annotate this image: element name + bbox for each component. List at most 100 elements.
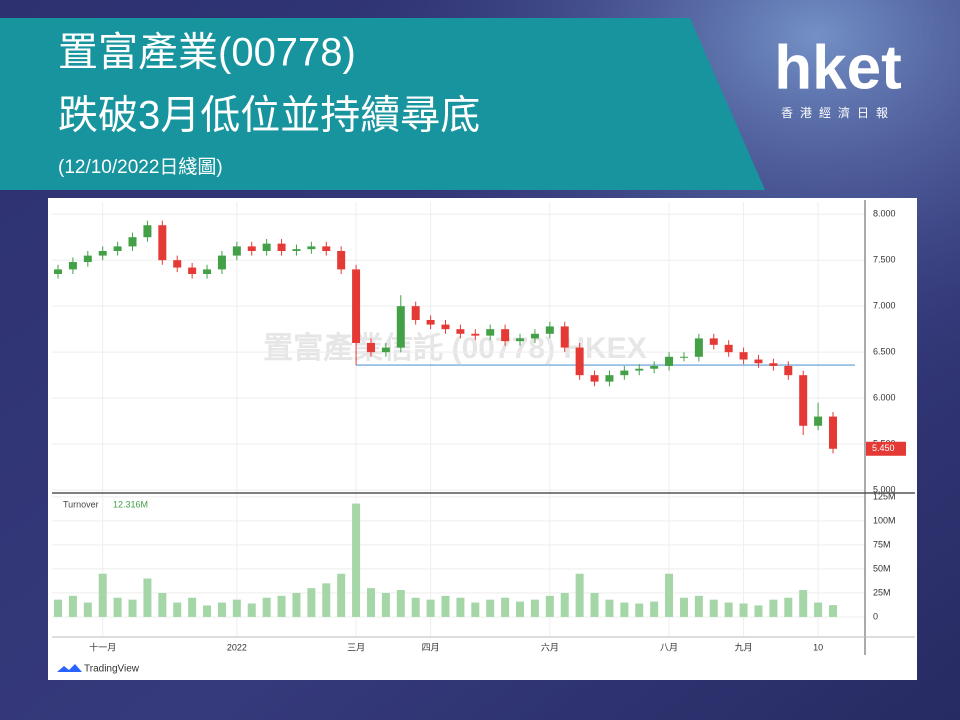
candle-body [665, 356, 674, 366]
candle-body [516, 338, 525, 342]
candle-body [83, 255, 92, 263]
volume-bar [277, 595, 286, 617]
candle-body [739, 352, 748, 360]
volume-bar [784, 597, 793, 617]
volume-bar [292, 592, 301, 617]
candle-body [366, 342, 375, 353]
candle-body [575, 347, 584, 376]
volume-bar [665, 573, 674, 617]
volume-bar [456, 597, 465, 617]
candle-body [203, 269, 212, 274]
candle-body [396, 306, 405, 348]
candle-body [173, 260, 182, 268]
volume-tick-label: 125M [873, 491, 896, 501]
volume-bar [799, 590, 808, 617]
volume-tick-label: 100M [873, 515, 896, 525]
candle-body [709, 338, 718, 345]
volume-bar [694, 595, 703, 617]
volume-bar [575, 573, 584, 617]
volume-bar [307, 588, 316, 617]
volume-bar [560, 592, 569, 617]
candle-body [769, 363, 778, 366]
x-tick-label: 10 [813, 642, 823, 652]
x-tick-label: 九月 [735, 642, 753, 652]
candle-body [292, 249, 301, 251]
candle-body [441, 324, 450, 330]
y-tick-label: 6.500 [873, 347, 896, 357]
y-tick-label: 5.000 [873, 485, 896, 495]
volume-bar [188, 597, 197, 617]
volume-bar [769, 599, 778, 617]
volume-bar [411, 597, 420, 617]
title-line: 置富產業(00778) [58, 31, 356, 75]
y-tick-label: 7.500 [873, 255, 896, 265]
candle-body [724, 344, 733, 353]
volume-bar [396, 590, 405, 617]
volume-bar [471, 602, 480, 617]
volume-bar [54, 599, 62, 617]
y-tick-label: 6.000 [873, 393, 896, 403]
volume-bar [113, 597, 122, 617]
volume-bar [68, 595, 77, 617]
volume-bar [545, 595, 554, 617]
candle-body [113, 246, 122, 251]
source-icon [57, 664, 82, 672]
volume-bar [247, 603, 256, 617]
volume-tick-label: 50M [873, 563, 891, 573]
candle-body [307, 246, 316, 250]
y-tick-label: 7.000 [873, 301, 896, 311]
candle-body [143, 225, 152, 238]
y-tick-label: 8.000 [873, 209, 896, 219]
volume-bar [709, 599, 718, 617]
candle-body [814, 416, 823, 426]
last-price-label: 5.450 [872, 443, 895, 453]
volume-bar [739, 603, 748, 617]
candle-body [679, 356, 688, 358]
source: TradingView [84, 664, 140, 675]
candle-body [68, 262, 77, 270]
candle-body [694, 338, 703, 357]
candle-body [530, 333, 539, 339]
volume-bar [322, 583, 331, 617]
candle-body [262, 243, 271, 251]
title-line: 跌破3月低位並持續尋底 [58, 94, 480, 138]
volume-bar [605, 599, 614, 617]
volume-bar [158, 592, 167, 617]
x-tick-label: 三月 [347, 642, 365, 652]
candle-body [158, 225, 167, 261]
plot: 5.0005.5006.0006.5007.0007.5008.000025M5… [52, 200, 915, 655]
volume-bar [441, 595, 450, 617]
volume-bar [128, 599, 137, 617]
volume-bar [486, 599, 495, 617]
candle-body [486, 329, 495, 336]
volume-bar [590, 592, 599, 617]
volume-bar [829, 605, 837, 617]
volume-bar [173, 602, 182, 617]
volume-bar [635, 603, 644, 617]
candle-body [188, 267, 197, 274]
volume-bar [501, 597, 510, 617]
candle-body [829, 416, 837, 449]
watermark: 置富產業信託 (00778) HKEX [263, 331, 646, 365]
candle-body [620, 370, 629, 376]
logo-brand: hket [774, 33, 901, 102]
volume-bar [530, 599, 539, 617]
x-tick-label: 2022 [227, 642, 247, 652]
volume-bar [814, 602, 823, 617]
volume-bar [83, 602, 92, 617]
logo-tagline: 香港經濟日報 [781, 105, 895, 120]
header-banner [0, 18, 765, 190]
candle-body [501, 329, 510, 342]
candle-body [560, 326, 569, 348]
volume-last-label: 12.316M [113, 499, 148, 509]
candle-body [471, 333, 480, 336]
candle-body [381, 347, 390, 353]
candle-body [456, 329, 465, 334]
volume-bar [217, 602, 226, 617]
candle-body [784, 365, 793, 376]
volume-bar [426, 599, 435, 617]
candle-body [590, 375, 599, 382]
volume-bar [724, 602, 733, 617]
candle-body [217, 255, 226, 270]
